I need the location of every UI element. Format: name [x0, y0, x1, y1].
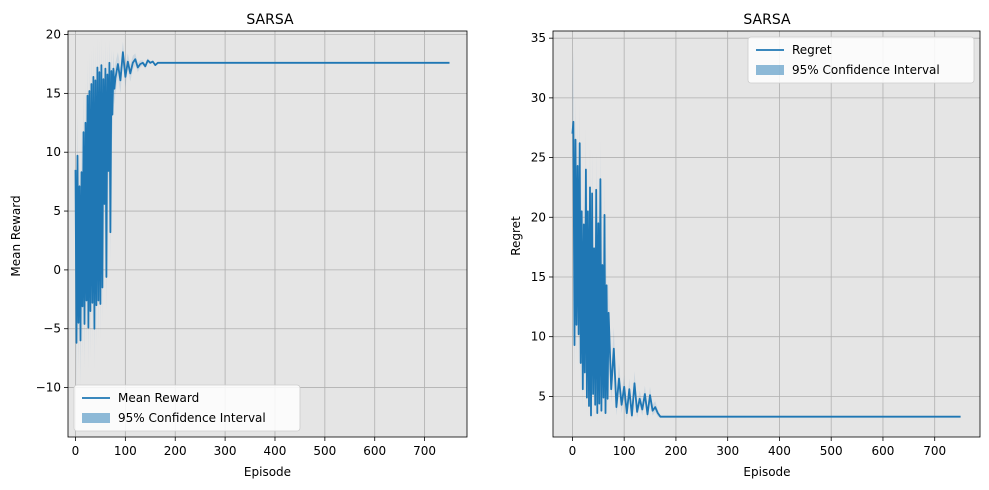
right-y-axis-label: Regret	[509, 216, 523, 256]
right-x-tick-label: 400	[768, 444, 791, 458]
left-series-line	[74, 51, 450, 344]
left-panel: SARSA Episode Mean Reward 0 100 200 300 400 5…	[9, 12, 468, 479]
right-x-axis-label: Episode	[743, 465, 790, 479]
left-legend-box	[73, 384, 301, 432]
left-x-tick-label: 200	[164, 444, 187, 458]
left-legend-label-series: Mean Reward	[118, 391, 199, 405]
left-x-tick-label: 500	[313, 444, 336, 458]
left-chart-title: SARSA	[246, 12, 294, 28]
right-y-tick-label: 35	[531, 31, 546, 45]
right-y-tick-label: 5	[538, 389, 546, 403]
right-legend-box	[747, 36, 975, 84]
left-y-tick-label: 15	[46, 86, 61, 100]
right-y-tick-label: 30	[531, 91, 546, 105]
right-y-tick-label: 25	[531, 151, 546, 165]
right-plot-background	[553, 31, 980, 437]
right-x-tick-label: 100	[613, 444, 636, 458]
right-chart-title: SARSA	[743, 12, 791, 28]
right-y-tick-label: 10	[531, 330, 546, 344]
right-x-tick-label: 700	[923, 444, 946, 458]
right-legend-label-series: Regret	[792, 43, 832, 57]
left-y-axis-label: Mean Reward	[9, 195, 23, 276]
right-series-line	[571, 120, 961, 418]
right-x-tick-label: 0	[569, 444, 577, 458]
right-y-tick-label: 20	[531, 210, 546, 224]
right-panel: SARSA Episode Regret 0 100 200 300 400 500 600…	[509, 12, 981, 479]
right-legend-band-swatch	[756, 65, 784, 75]
left-x-tick-label: 100	[114, 444, 137, 458]
left-x-tick-label: 700	[413, 444, 436, 458]
left-legend-label-ci: 95% Confidence Interval	[118, 411, 266, 425]
left-y-tick-label: −10	[36, 381, 61, 395]
right-axes-frame	[552, 30, 981, 438]
left-axes-frame	[67, 30, 468, 438]
left-x-tick-label: 0	[72, 444, 80, 458]
left-x-axis-label: Episode	[244, 465, 291, 479]
left-x-tick-label: 300	[214, 444, 237, 458]
left-plot-background	[68, 31, 467, 437]
left-y-tick-label: 0	[53, 263, 61, 277]
left-legend: Mean Reward 95% Confidence Interval	[73, 384, 301, 432]
right-x-tick-label: 300	[716, 444, 739, 458]
right-legend: Regret 95% Confidence Interval	[747, 36, 975, 84]
right-x-tick-label: 600	[872, 444, 895, 458]
left-x-tick-label: 400	[264, 444, 287, 458]
right-legend-label-ci: 95% Confidence Interval	[792, 63, 940, 77]
right-x-tick-label: 200	[664, 444, 687, 458]
left-y-tick-label: 20	[46, 28, 61, 42]
left-y-tick-label: −5	[43, 322, 61, 336]
left-y-tick-label: 10	[46, 145, 61, 159]
left-legend-band-swatch	[82, 413, 110, 423]
left-x-tick-label: 600	[363, 444, 386, 458]
right-x-tick-label: 500	[820, 444, 843, 458]
right-y-tick-label: 15	[531, 270, 546, 284]
left-y-tick-label: 5	[53, 204, 61, 218]
